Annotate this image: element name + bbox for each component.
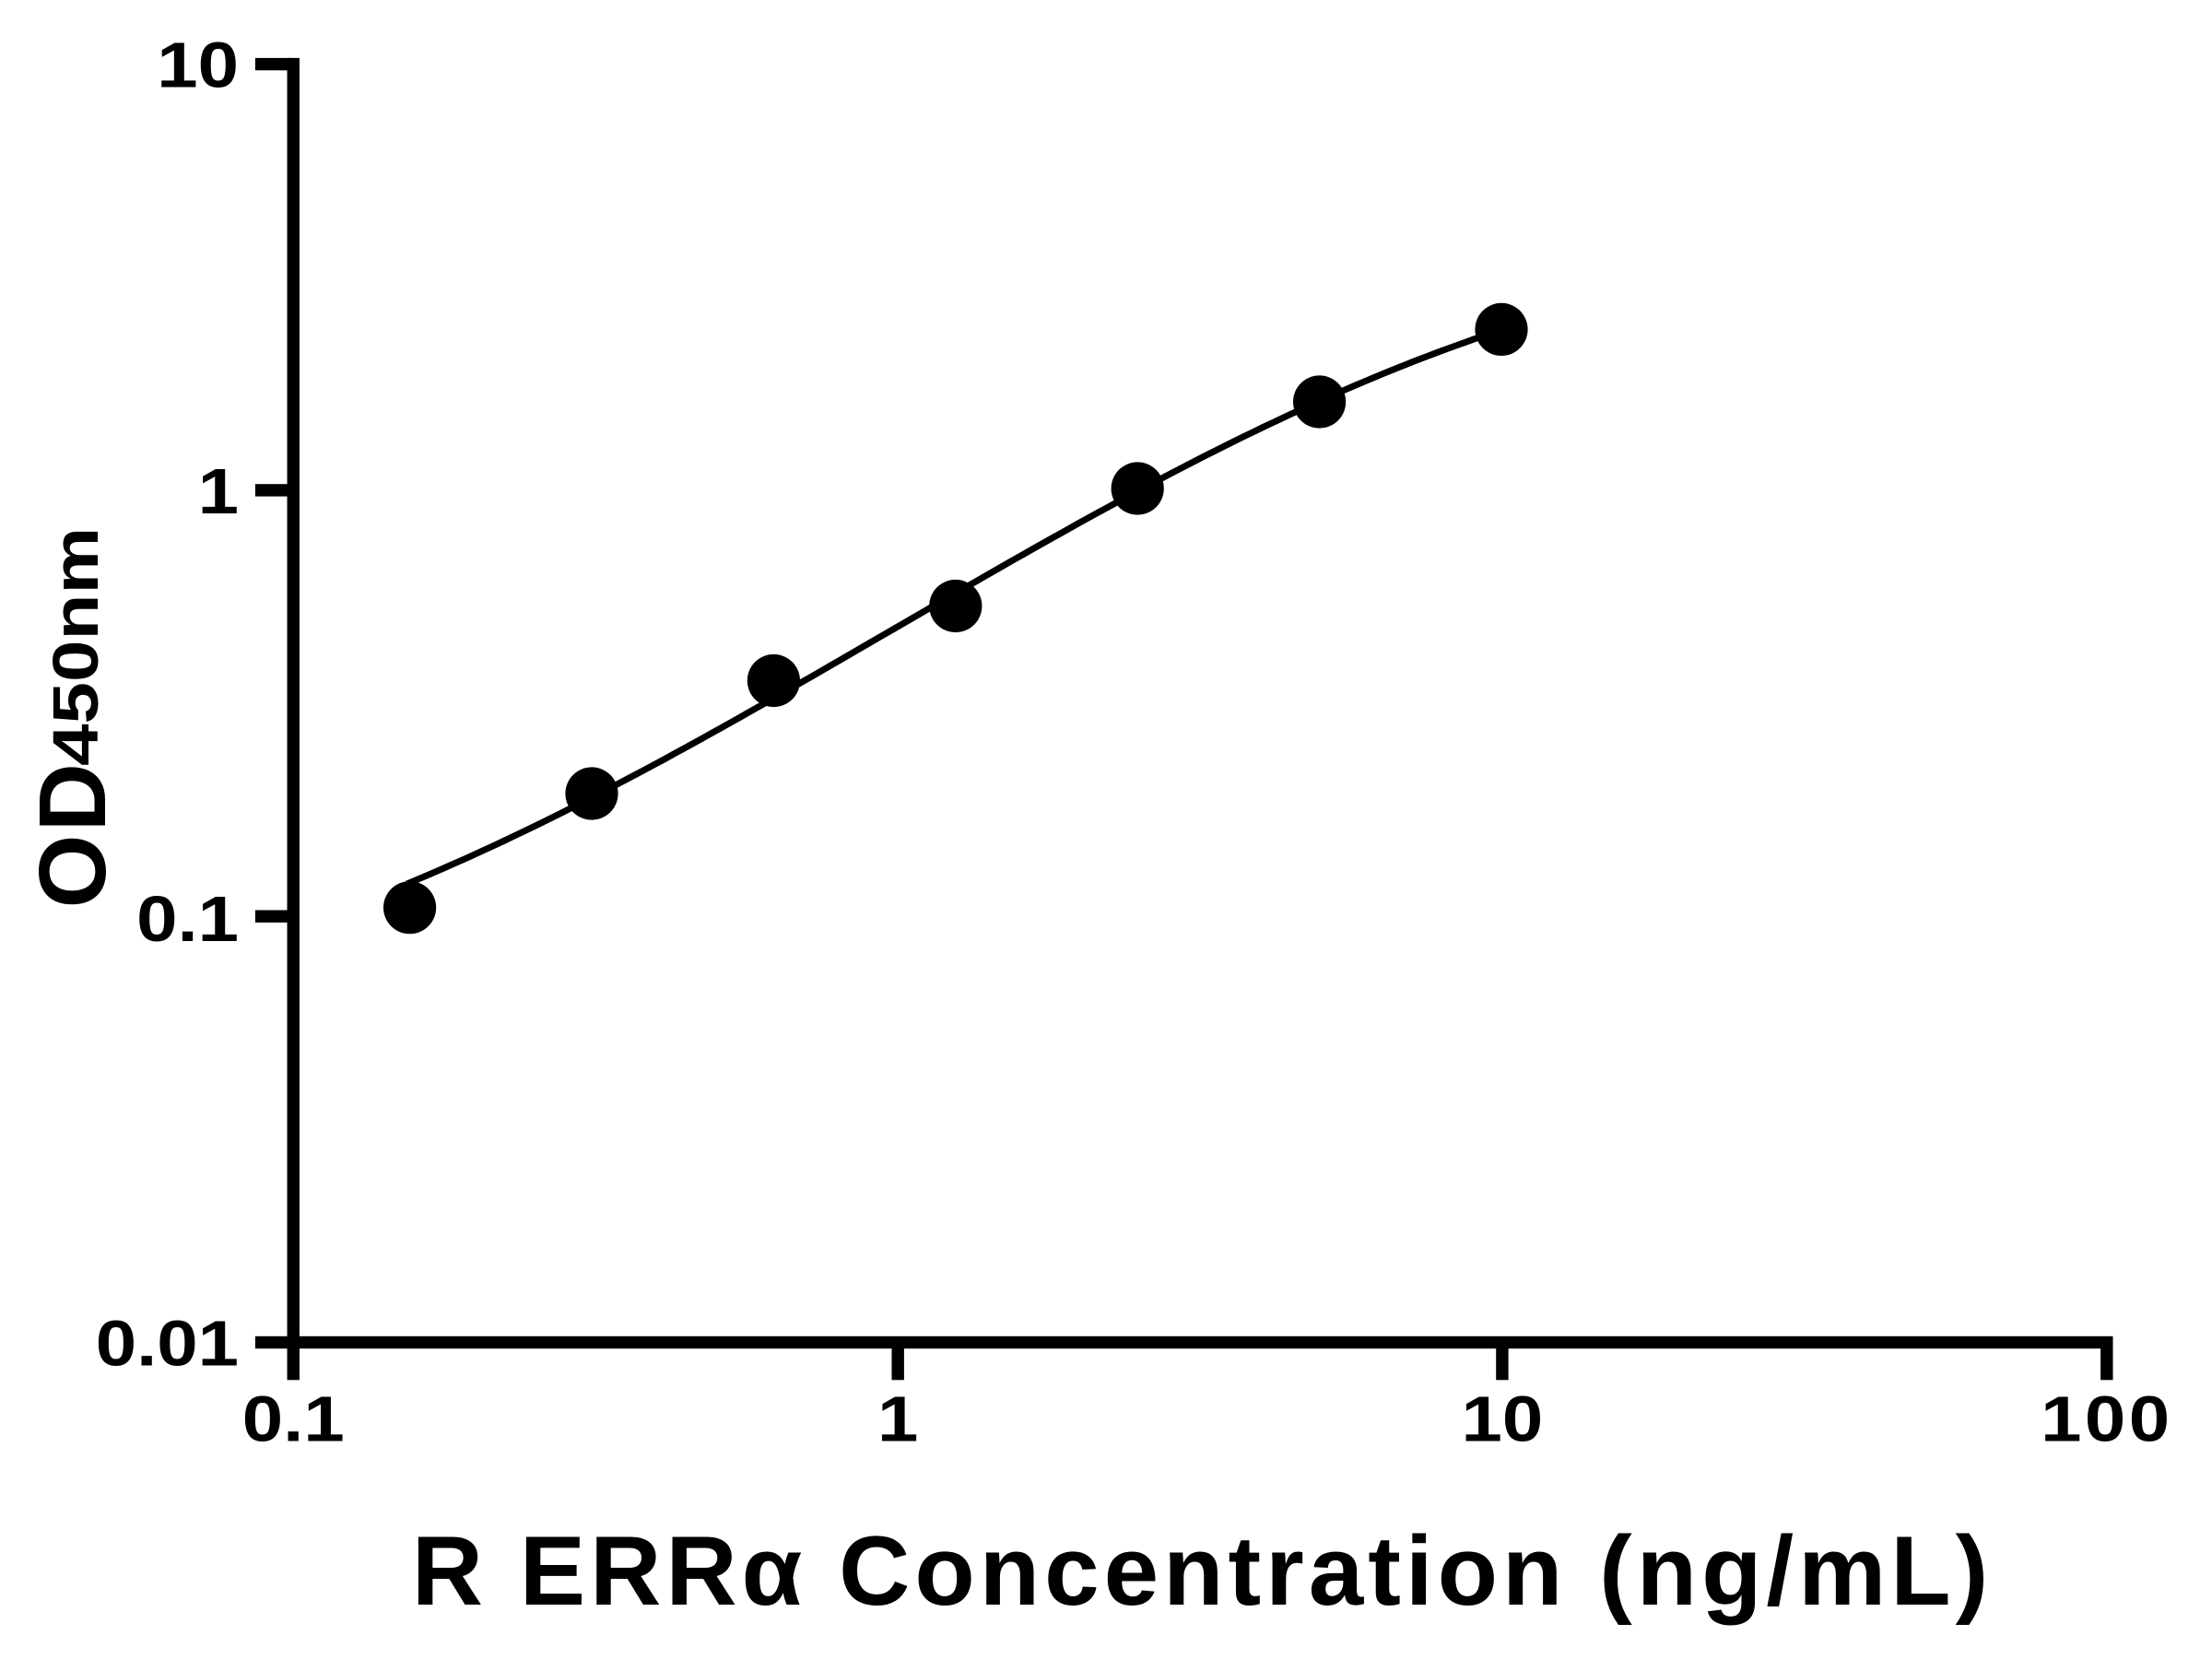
svg-text:100: 100	[2041, 1382, 2172, 1454]
svg-text:0.1: 0.1	[242, 1382, 345, 1454]
svg-text:OD: OD	[19, 760, 125, 909]
svg-text:1: 1	[198, 454, 239, 526]
svg-text:10: 10	[157, 29, 239, 100]
svg-text:10: 10	[1462, 1382, 1544, 1454]
svg-text:0.1: 0.1	[136, 883, 239, 955]
svg-text:R ERRα Concentration (ng/mL): R ERRα Concentration (ng/mL)	[412, 1515, 1994, 1626]
svg-text:1: 1	[877, 1382, 918, 1454]
svg-text:0.01: 0.01	[96, 1307, 239, 1379]
svg-text:450nm: 450nm	[40, 527, 112, 766]
